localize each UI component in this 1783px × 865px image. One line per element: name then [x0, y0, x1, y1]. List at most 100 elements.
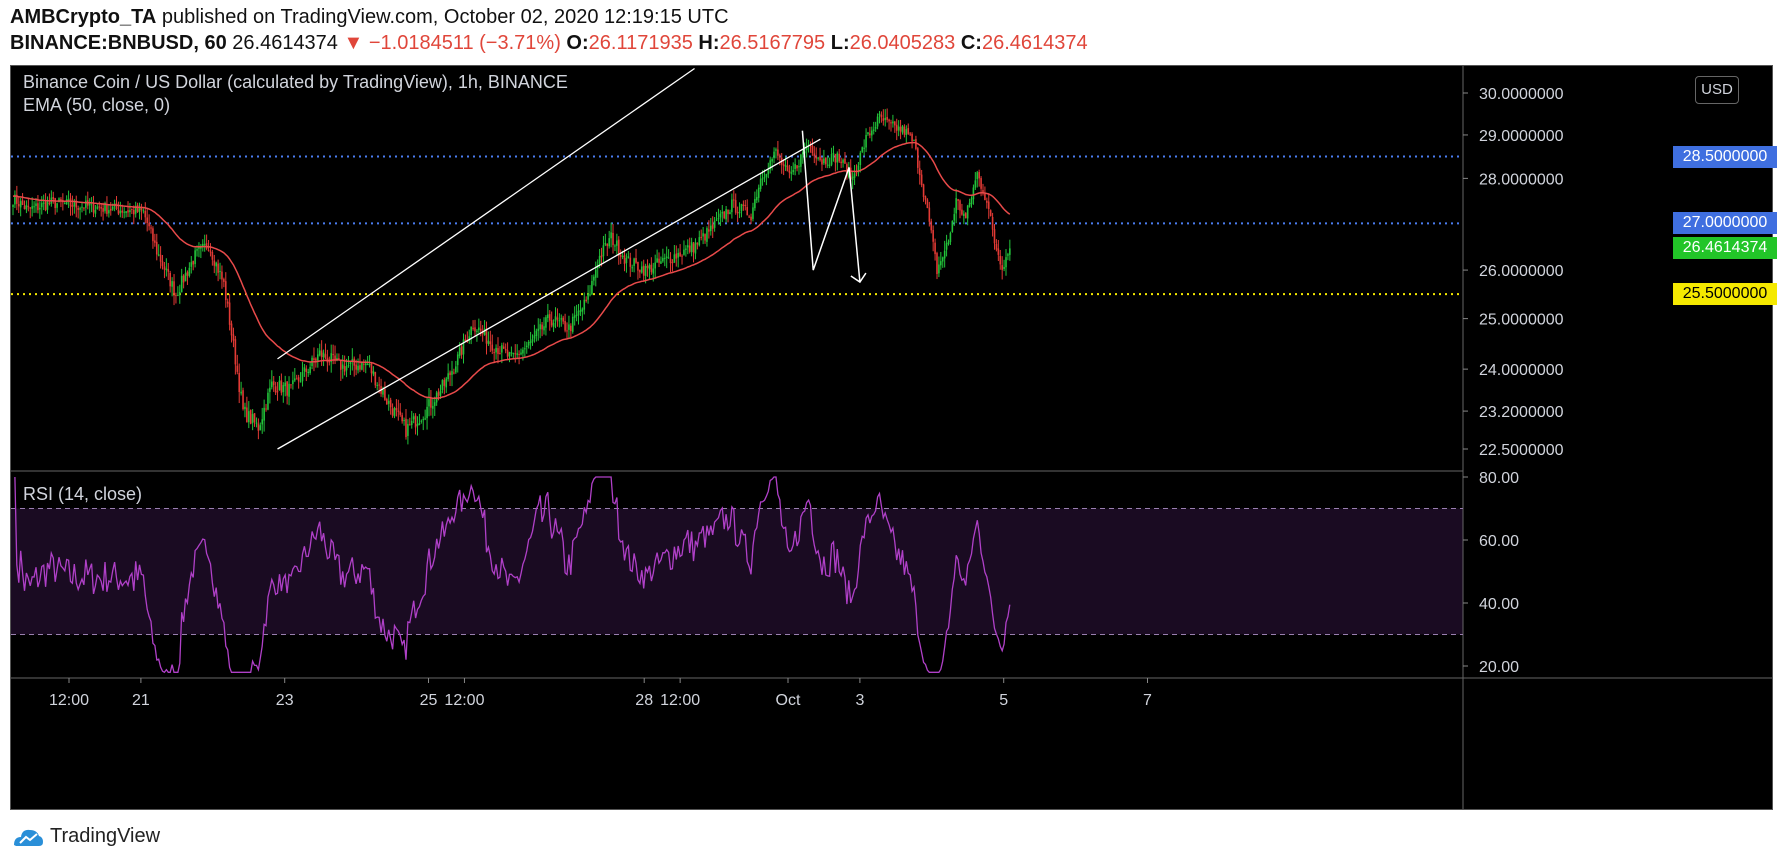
candle-body [361, 362, 363, 370]
candle-body [857, 165, 860, 173]
candle-body [917, 148, 919, 168]
candle-body [930, 221, 933, 231]
candle-body [478, 327, 480, 331]
currency-unit-button[interactable]: USD [1695, 76, 1739, 104]
candle-body [293, 378, 296, 381]
candle-body [269, 387, 271, 392]
candle-body [957, 199, 959, 201]
candle-body [855, 172, 858, 174]
candle-body [865, 134, 867, 148]
candle-body [161, 261, 164, 267]
zigzag-line [801, 130, 861, 283]
candle-body [757, 187, 760, 198]
candle-body [800, 154, 802, 167]
candle-body [313, 358, 315, 361]
chart-title: Binance Coin / US Dollar (calculated by … [23, 72, 568, 92]
candle-body [497, 348, 499, 354]
candle-body [506, 350, 509, 357]
candle-body [44, 201, 47, 211]
publish-info: published on TradingView.com, October 02… [161, 6, 729, 28]
candle-body [541, 324, 543, 330]
ema-indicator-label[interactable]: EMA (50, close, 0) [23, 95, 171, 115]
candle-body [69, 198, 72, 207]
candle-body [658, 258, 660, 263]
candle-body [79, 208, 81, 210]
candle-body [476, 330, 478, 332]
price-tick-label: 29.0000000 [1479, 128, 1564, 145]
candle-body [683, 249, 685, 255]
candle-body [376, 385, 379, 387]
candle-body [550, 320, 553, 326]
candle-body [445, 378, 448, 388]
candle-body [876, 116, 879, 127]
candle-body [307, 371, 310, 374]
candle-body [35, 203, 37, 206]
candle-body [403, 420, 405, 422]
candle-body [370, 363, 373, 374]
candle-body [106, 204, 108, 214]
candle-body [667, 257, 670, 259]
price-tick-label: 23.2000000 [1479, 404, 1564, 421]
candle-body [109, 208, 112, 211]
candle-body [608, 238, 610, 247]
candle-body [242, 390, 244, 410]
candle-body [198, 247, 200, 249]
candle-body [102, 208, 104, 212]
candle-body [213, 260, 216, 266]
price-tick-label: 30.0000000 [1479, 86, 1564, 103]
candle-body [77, 208, 79, 210]
candle-body [56, 203, 58, 208]
candle-body [556, 317, 559, 320]
candle-body [144, 210, 147, 218]
candle-body [439, 390, 442, 396]
candle-body [742, 204, 745, 206]
candle-body [593, 276, 595, 281]
candle-body [159, 254, 162, 262]
candle-body [125, 211, 127, 214]
candle-body [938, 264, 940, 274]
candle-body [635, 257, 637, 263]
chart-frame[interactable]: 30.0000000 29.0000000 28.0000000 26.0000000… [10, 65, 1777, 810]
tradingview-brand[interactable]: TradingView [12, 825, 160, 848]
candle-body [1005, 257, 1007, 268]
candle-body [224, 281, 227, 301]
time-tick-label: 21 [132, 692, 150, 709]
candle-body [234, 339, 237, 365]
candle-body [267, 392, 269, 410]
candle-body [972, 187, 975, 200]
candle-body [579, 310, 582, 312]
candle-body [568, 324, 570, 330]
candle-body [560, 318, 563, 320]
candle-body [566, 330, 568, 332]
time-tick-label: Oct [776, 692, 801, 709]
candle-body [594, 269, 597, 278]
candle-body [332, 354, 334, 356]
candle-body [698, 237, 701, 246]
candle-body [878, 113, 881, 116]
candle-body [602, 245, 605, 257]
candle-body [180, 275, 183, 293]
candle-body [12, 204, 14, 207]
price-chart[interactable]: 30.0000000 29.0000000 28.0000000 26.0000000… [11, 66, 1772, 809]
time-tick-label: 23 [276, 692, 294, 709]
candle-body [585, 299, 587, 302]
candle-body [961, 209, 963, 215]
candle-body [619, 254, 622, 257]
candle-body [825, 157, 827, 165]
candle-body [815, 156, 818, 159]
author-name[interactable]: AMBCrypto_TA [10, 6, 157, 28]
candle-body [399, 411, 402, 415]
candle-body [184, 273, 187, 282]
candle-body [251, 414, 254, 424]
candle-body [899, 126, 902, 132]
candle-body [203, 244, 206, 246]
candle-body [688, 245, 691, 252]
candle-body [357, 365, 359, 371]
candle-body [970, 198, 973, 205]
time-tick-label: 12:00 [49, 692, 89, 709]
rsi-indicator-label[interactable]: RSI (14, close) [23, 484, 143, 504]
candle-body [345, 366, 348, 371]
candle-body [702, 233, 704, 237]
candle-body [660, 261, 662, 264]
candle-body [92, 202, 95, 213]
